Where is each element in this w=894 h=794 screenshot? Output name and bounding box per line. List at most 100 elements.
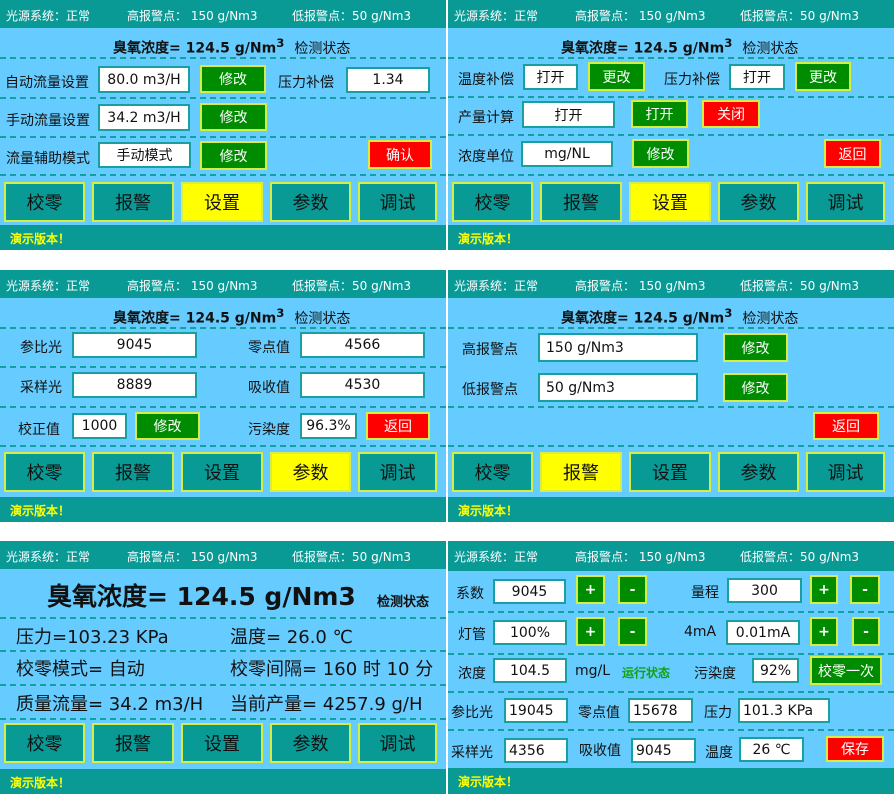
- nav-tab-settings[interactable]: 设置: [181, 452, 263, 492]
- nav-tab-zero-calibration[interactable]: 校零: [4, 452, 85, 492]
- divider: [448, 729, 894, 731]
- pressure-comp-input[interactable]: 打开: [729, 64, 785, 90]
- divider: [448, 174, 894, 176]
- modify-low-alarm-button[interactable]: 修改: [723, 373, 788, 402]
- coef-input[interactable]: 9045: [493, 579, 566, 604]
- lamp-minus-button[interactable]: -: [618, 617, 647, 646]
- nav-tab-debug[interactable]: 调试: [806, 452, 885, 492]
- modify-correction-button[interactable]: 修改: [135, 412, 200, 440]
- zero-once-button[interactable]: 校零一次: [810, 656, 882, 685]
- save-button[interactable]: 保存: [826, 736, 884, 762]
- concentration-value: 臭氧浓度= 124.5 g/Nm: [113, 40, 277, 57]
- nav-tab-parameters[interactable]: 参数: [270, 452, 351, 492]
- concentration-readout: 臭氧浓度= 124.5 g/Nm3 检测状态: [561, 36, 798, 58]
- modify-unit-button[interactable]: 修改: [632, 139, 689, 168]
- absorb-input[interactable]: 9045: [631, 738, 696, 763]
- pollution-label: 污染度: [694, 666, 736, 682]
- nav-tab-debug[interactable]: 调试: [358, 452, 437, 492]
- absorb-input[interactable]: 4530: [300, 372, 425, 398]
- debug-screen: 光源系统：正常 高报警点： 150 g/Nm3 低报警点：50 g/Nm3 系数…: [448, 541, 894, 794]
- nav-tab-zero-calibration[interactable]: 校零: [452, 182, 533, 222]
- nav-tab-parameters[interactable]: 参数: [270, 182, 351, 222]
- sample-light-input[interactable]: 4356: [504, 738, 568, 763]
- low-alarm-input[interactable]: 50 g/Nm3: [538, 373, 698, 402]
- unit-input[interactable]: mg/NL: [521, 141, 613, 167]
- divider: [448, 57, 894, 59]
- range-minus-button[interactable]: -: [850, 575, 880, 604]
- open-button[interactable]: 打开: [631, 100, 688, 128]
- zero-input[interactable]: 4566: [300, 332, 425, 358]
- temp-comp-input[interactable]: 打开: [523, 64, 578, 90]
- demo-version-label: 演示版本！: [458, 504, 519, 518]
- ref-light-input[interactable]: 9045: [72, 332, 197, 358]
- nav-tab-alarm[interactable]: 报警: [540, 182, 622, 222]
- back-button[interactable]: 返回: [366, 412, 430, 440]
- close-button[interactable]: 关闭: [702, 100, 760, 128]
- change-temp-comp-button[interactable]: 更改: [588, 62, 645, 91]
- pollution-input[interactable]: 92%: [752, 658, 799, 683]
- nav-tab-alarm[interactable]: 报警: [92, 723, 174, 763]
- ref-light-input[interactable]: 19045: [504, 698, 568, 723]
- coef-minus-button[interactable]: -: [618, 575, 647, 604]
- output-calc-input[interactable]: 打开: [522, 101, 615, 128]
- temp-input[interactable]: 26 ℃: [739, 737, 804, 762]
- 4ma-label: 4mA: [684, 624, 717, 640]
- demo-version-label: 演示版本！: [10, 504, 71, 518]
- zero-input[interactable]: 15678: [628, 698, 693, 723]
- nav-tab-alarm[interactable]: 报警: [92, 452, 174, 492]
- divider: [448, 327, 894, 329]
- range-input[interactable]: 300: [727, 578, 802, 603]
- nav-tab-debug[interactable]: 调试: [358, 723, 437, 763]
- demo-version-label: 演示版本！: [10, 776, 71, 790]
- divider: [448, 653, 894, 655]
- nav-tab-settings[interactable]: 设置: [181, 182, 263, 222]
- pressure-input[interactable]: 101.3 KPa: [738, 698, 830, 723]
- back-button[interactable]: 返回: [824, 139, 881, 168]
- divider: [0, 97, 446, 99]
- auto-flow-input[interactable]: 80.0 m3/H: [98, 66, 190, 93]
- nav-tab-debug[interactable]: 调试: [358, 182, 437, 222]
- divider: [0, 684, 446, 686]
- modify-manual-flow-button[interactable]: 修改: [200, 103, 267, 131]
- sample-light-input[interactable]: 8889: [72, 372, 197, 398]
- nav-tab-parameters[interactable]: 参数: [270, 723, 351, 763]
- detection-state: 检测状态: [742, 40, 799, 57]
- nav-tab-alarm[interactable]: 报警: [540, 452, 622, 492]
- correction-input[interactable]: 1000: [72, 413, 127, 439]
- nav-tab-debug[interactable]: 调试: [806, 182, 885, 222]
- footer: 演示版本！: [0, 225, 446, 250]
- modify-auto-flow-button[interactable]: 修改: [200, 65, 266, 93]
- pressure-comp-input[interactable]: 1.34: [346, 67, 430, 93]
- 4ma-minus-button[interactable]: -: [852, 617, 880, 646]
- conc-input[interactable]: 104.5: [493, 658, 567, 683]
- nav-tab-zero-calibration[interactable]: 校零: [452, 452, 533, 492]
- nav-tab-settings[interactable]: 设置: [181, 723, 263, 763]
- nav-tab-settings[interactable]: 设置: [629, 182, 711, 222]
- back-button[interactable]: 返回: [813, 412, 879, 440]
- change-pressure-comp-button[interactable]: 更改: [795, 62, 851, 91]
- nav-tab-settings[interactable]: 设置: [629, 452, 711, 492]
- lamp-plus-button[interactable]: +: [576, 617, 605, 646]
- modify-flow-mode-button[interactable]: 修改: [200, 141, 267, 170]
- settings-flow-screen: 光源系统：正常 高报警点： 150 g/Nm3 低报警点：50 g/Nm3 臭氧…: [0, 0, 446, 250]
- manual-flow-input[interactable]: 34.2 m3/H: [98, 104, 190, 131]
- nav-tab-parameters[interactable]: 参数: [718, 452, 799, 492]
- nav-tab-zero-calibration[interactable]: 校零: [4, 182, 85, 222]
- range-plus-button[interactable]: +: [810, 575, 838, 604]
- unit-label: 浓度单位: [458, 149, 514, 165]
- nav-tab-alarm[interactable]: 报警: [92, 182, 174, 222]
- pollution-input[interactable]: 96.3%: [300, 413, 357, 439]
- concentration-readout: 臭氧浓度= 124.5 g/Nm3 检测状态: [113, 306, 350, 328]
- 4ma-input[interactable]: 0.01mA: [726, 620, 800, 645]
- nav-tab-parameters[interactable]: 参数: [718, 182, 799, 222]
- status-bar: 光源系统：正常 高报警点： 150 g/Nm3 低报警点：50 g/Nm3: [0, 0, 446, 28]
- modify-high-alarm-button[interactable]: 修改: [723, 333, 788, 362]
- confirm-button[interactable]: 确认: [368, 140, 432, 169]
- high-alarm-input[interactable]: 150 g/Nm3: [538, 333, 698, 362]
- 4ma-plus-button[interactable]: +: [810, 617, 838, 646]
- footer: 演示版本！: [0, 497, 446, 522]
- lamp-input[interactable]: 100%: [493, 620, 567, 645]
- nav-tab-zero-calibration[interactable]: 校零: [4, 723, 85, 763]
- flow-mode-input[interactable]: 手动模式: [98, 142, 191, 168]
- coef-plus-button[interactable]: +: [576, 575, 605, 604]
